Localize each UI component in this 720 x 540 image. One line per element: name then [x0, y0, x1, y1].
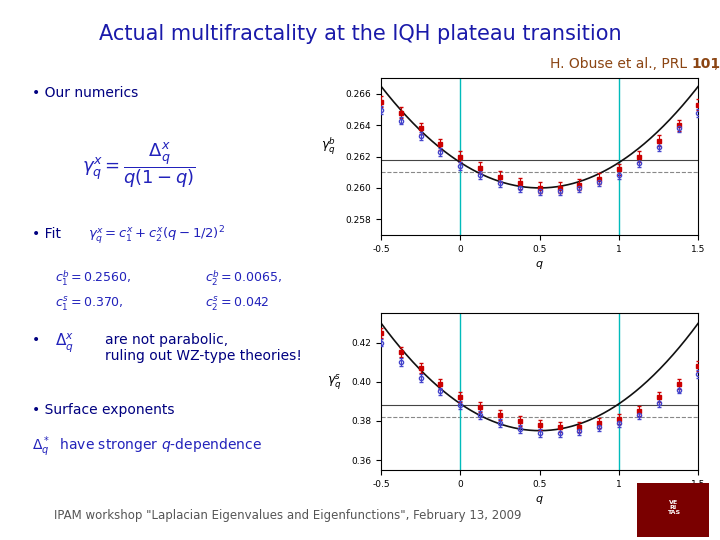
Text: Actual multifractality at the IQH plateau transition: Actual multifractality at the IQH platea…	[99, 24, 621, 44]
Text: $c_1^b = 0.2560,$: $c_1^b = 0.2560,$	[55, 268, 132, 288]
Text: • Fit: • Fit	[32, 227, 69, 241]
Text: IPAM workshop "Laplacian Eigenvalues and Eigenfunctions", February 13, 2009: IPAM workshop "Laplacian Eigenvalues and…	[54, 509, 522, 522]
Y-axis label: $\gamma_q^s$: $\gamma_q^s$	[327, 372, 342, 391]
X-axis label: $q$: $q$	[536, 259, 544, 271]
Text: $\Delta_q^x$: $\Delta_q^x$	[55, 331, 74, 354]
Text: VE
RI
TAS: VE RI TAS	[667, 500, 680, 516]
Text: • Our numerics: • Our numerics	[32, 86, 138, 100]
Text: • Surface exponents: • Surface exponents	[32, 403, 183, 417]
Text: •: •	[32, 333, 44, 347]
Text: 101: 101	[691, 57, 720, 71]
Text: $\Delta_q^*$  have stronger $q$-dependence: $\Delta_q^*$ have stronger $q$-dependenc…	[32, 435, 261, 459]
Text: $\gamma_q^x = c_1^x + c_2^x(q - 1/2)^2$: $\gamma_q^x = c_1^x + c_2^x(q - 1/2)^2$	[89, 225, 225, 247]
Text: are not parabolic,
ruling out WZ-type theories!: are not parabolic, ruling out WZ-type th…	[105, 333, 302, 363]
Text: H. Obuse et al., PRL: H. Obuse et al., PRL	[549, 57, 691, 71]
Text: , 116802 (2008): , 116802 (2008)	[714, 57, 720, 71]
Text: $\gamma_q^x = \dfrac{\Delta_q^x}{q(1-q)}$: $\gamma_q^x = \dfrac{\Delta_q^x}{q(1-q)}…	[81, 141, 196, 191]
X-axis label: $q$: $q$	[536, 494, 544, 506]
Text: $c_2^s = 0.042$: $c_2^s = 0.042$	[205, 295, 269, 313]
Text: $c_2^b = 0.0065,$: $c_2^b = 0.0065,$	[205, 268, 282, 288]
Y-axis label: $\gamma_q^b$: $\gamma_q^b$	[321, 136, 336, 157]
Text: $c_1^s = 0.370,$: $c_1^s = 0.370,$	[55, 295, 124, 313]
